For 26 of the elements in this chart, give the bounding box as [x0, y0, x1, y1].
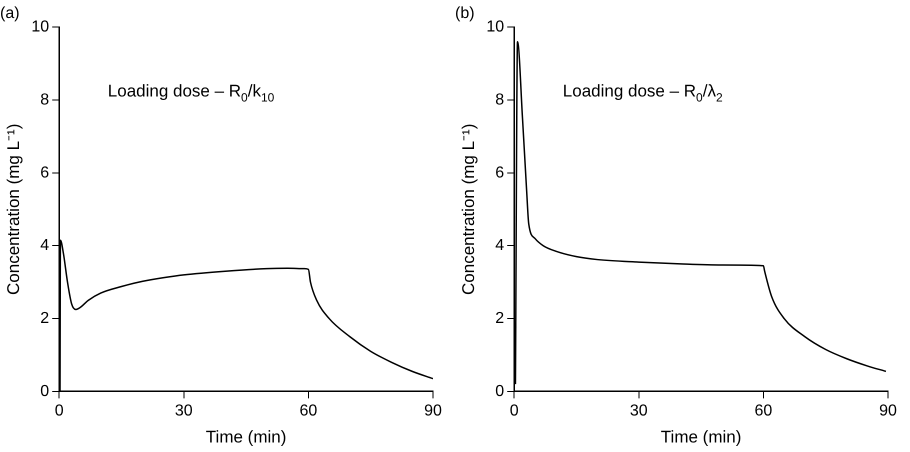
- x-tick-label: 90: [424, 402, 442, 420]
- y-tick-label: 8: [40, 91, 50, 108]
- chart-title: (a): [0, 5, 20, 22]
- y-tick-label: 4: [40, 237, 50, 254]
- y-axis-title: Concentration (mg L⁻¹): [4, 124, 23, 295]
- x-tick-label: 0: [510, 402, 519, 420]
- x-tick-label: 90: [879, 402, 897, 420]
- x-tick-label: 30: [174, 402, 193, 420]
- chart-title: (b): [455, 5, 475, 22]
- y-axis-title: Concentration (mg L⁻¹): [458, 124, 478, 295]
- y-tick-label: 4: [495, 237, 504, 254]
- y-tick-label: 0: [40, 382, 50, 400]
- x-tick-label: 60: [300, 402, 318, 420]
- x-tick-label: 30: [630, 402, 648, 420]
- y-tick-label: 6: [40, 164, 50, 182]
- y-tick-label: 0: [495, 382, 504, 400]
- y-tick-label: 2: [495, 310, 504, 327]
- x-tick-label: 0: [54, 402, 64, 420]
- x-tick-label: 60: [754, 402, 772, 420]
- y-tick-label: 10: [31, 18, 50, 36]
- y-tick-label: 10: [486, 18, 504, 36]
- y-tick-label: 8: [495, 91, 504, 108]
- x-axis-title: Time (min): [206, 427, 286, 446]
- x-axis-title: Time (min): [660, 427, 742, 446]
- y-tick-label: 6: [495, 164, 504, 182]
- y-tick-label: 2: [40, 310, 50, 327]
